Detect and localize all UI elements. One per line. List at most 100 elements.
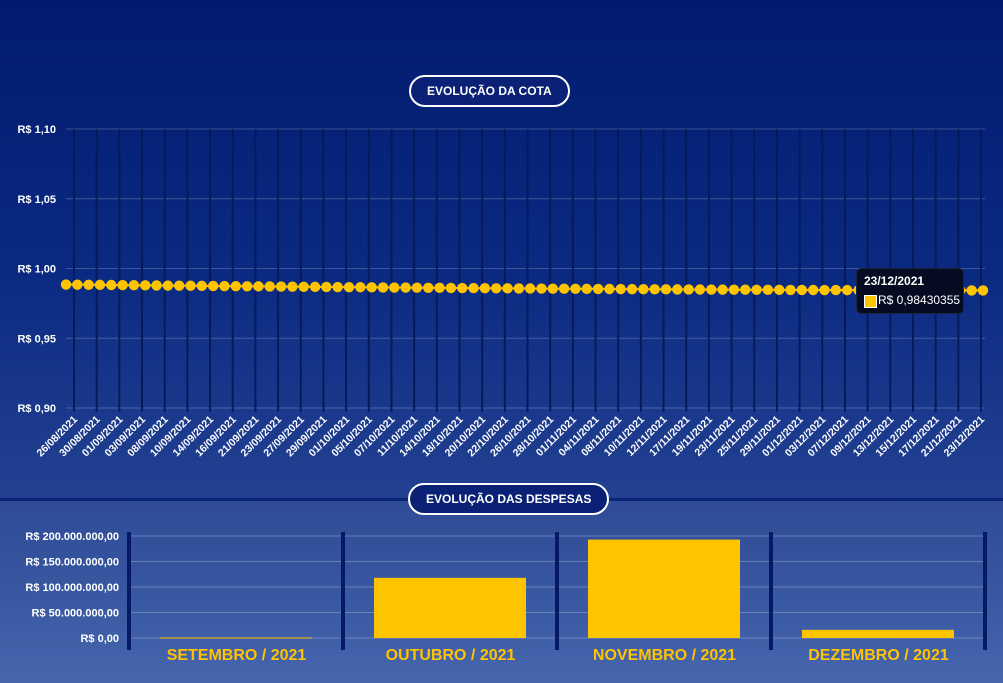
data-point bbox=[762, 284, 774, 296]
data-point bbox=[60, 279, 72, 290]
data-point bbox=[490, 283, 502, 294]
data-point bbox=[128, 280, 140, 291]
data-point bbox=[151, 280, 162, 291]
data-point bbox=[400, 282, 411, 293]
bar bbox=[160, 637, 312, 639]
y-tick-label: R$ 1,10 bbox=[17, 124, 56, 136]
data-point bbox=[185, 280, 196, 291]
data-point bbox=[581, 283, 592, 295]
data-point bbox=[423, 282, 434, 293]
data-point bbox=[309, 281, 321, 293]
data-point bbox=[366, 282, 377, 293]
data-point bbox=[502, 283, 513, 294]
data-point bbox=[626, 283, 638, 295]
data-point bbox=[162, 280, 174, 291]
y-tick-label: R$ 50.000.000,00 bbox=[32, 608, 119, 620]
tooltip-value: R$ 0,98430355 bbox=[878, 293, 961, 307]
data-point bbox=[807, 284, 819, 296]
data-point bbox=[513, 283, 525, 294]
data-point bbox=[445, 282, 457, 294]
data-point bbox=[683, 284, 694, 295]
data-point bbox=[977, 285, 989, 296]
data-point bbox=[592, 283, 604, 295]
data-point bbox=[343, 281, 355, 293]
data-point bbox=[140, 280, 151, 291]
y-tick-label: R$ 150.000.000,00 bbox=[25, 557, 119, 569]
data-point bbox=[819, 284, 830, 296]
y-tick-label: R$ 200.000.000,00 bbox=[25, 531, 119, 543]
data-point bbox=[728, 284, 740, 295]
tooltip-swatch bbox=[864, 295, 877, 308]
data-point bbox=[672, 284, 683, 295]
bar-category-label: SETEMBRO / 2021 bbox=[166, 647, 307, 664]
data-point bbox=[830, 284, 842, 296]
bar bbox=[588, 539, 740, 638]
data-point bbox=[717, 284, 728, 295]
cota-series-line bbox=[65, 283, 984, 292]
data-point bbox=[219, 280, 230, 292]
data-point bbox=[751, 284, 762, 295]
data-point bbox=[94, 279, 106, 291]
data-point bbox=[660, 284, 672, 295]
data-point bbox=[966, 285, 977, 296]
despesas-panel: R$ 200.000.000,00 R$ 150.000.000,00 R$ 100… bbox=[0, 498, 1003, 683]
data-point bbox=[570, 283, 581, 294]
data-point bbox=[287, 281, 298, 292]
data-point bbox=[740, 284, 751, 295]
data-point bbox=[298, 281, 309, 292]
data-point bbox=[389, 282, 400, 293]
y-tick-label: R$ 100.000.000,00 bbox=[25, 582, 119, 594]
y-tick-label: R$ 1,00 bbox=[17, 264, 56, 276]
data-point bbox=[83, 279, 94, 290]
data-point bbox=[524, 283, 536, 294]
data-point bbox=[196, 280, 208, 292]
data-point bbox=[841, 284, 853, 296]
data-point bbox=[785, 284, 796, 296]
y-tick-label: R$ 1,05 bbox=[17, 194, 56, 206]
data-point bbox=[558, 283, 570, 294]
data-point bbox=[434, 282, 445, 294]
data-point bbox=[241, 281, 253, 292]
data-point bbox=[253, 281, 264, 292]
data-point bbox=[796, 284, 808, 296]
data-point bbox=[694, 284, 706, 295]
data-point bbox=[479, 282, 491, 294]
cota-line-chart: R$ 1,10R$ 1,05R$ 1,00R$ 0,95R$ 0,9026/08… bbox=[17, 124, 989, 415]
bar bbox=[374, 577, 526, 638]
chart-tooltip: 23/12/2021 R$ 0,98430355 bbox=[856, 268, 964, 314]
data-point bbox=[117, 279, 128, 291]
data-point bbox=[547, 283, 559, 294]
data-point bbox=[536, 283, 547, 294]
data-point bbox=[207, 280, 219, 292]
despesas-bar-chart: R$ 200.000.000,00 R$ 150.000.000,00 R$ 100… bbox=[25, 531, 987, 650]
data-point bbox=[230, 280, 242, 292]
data-point bbox=[706, 284, 717, 295]
y-tick-label: R$ 0,90 bbox=[17, 403, 56, 415]
data-point bbox=[457, 282, 468, 294]
cota-chart-title: EVOLUÇÃO DA COTA bbox=[409, 75, 570, 107]
despesas-chart-title: EVOLUÇÃO DAS DESPESAS bbox=[408, 483, 610, 515]
y-tick-label: R$ 0,95 bbox=[17, 333, 56, 345]
data-point bbox=[106, 279, 117, 291]
bar-category-label: NOVEMBRO / 2021 bbox=[592, 647, 737, 664]
data-point bbox=[264, 281, 275, 292]
data-point bbox=[332, 281, 343, 293]
data-point bbox=[604, 283, 615, 295]
data-point bbox=[377, 282, 389, 293]
y-tick-label: R$ 0,00 bbox=[80, 633, 119, 645]
data-point bbox=[774, 284, 785, 296]
bar-category-label: DEZEMBRO / 2021 bbox=[808, 647, 949, 664]
tooltip-date: 23/12/2021 bbox=[864, 274, 925, 288]
data-point bbox=[355, 282, 366, 293]
data-point bbox=[321, 281, 332, 293]
data-point bbox=[649, 284, 660, 295]
data-point bbox=[615, 283, 626, 295]
data-point bbox=[468, 282, 479, 294]
data-point bbox=[638, 284, 649, 295]
data-point bbox=[411, 282, 423, 293]
bar bbox=[802, 629, 954, 638]
bar-category-label: OUTUBRO / 2021 bbox=[385, 647, 516, 664]
data-point bbox=[72, 279, 83, 290]
data-point bbox=[275, 281, 287, 292]
data-point bbox=[174, 280, 185, 291]
